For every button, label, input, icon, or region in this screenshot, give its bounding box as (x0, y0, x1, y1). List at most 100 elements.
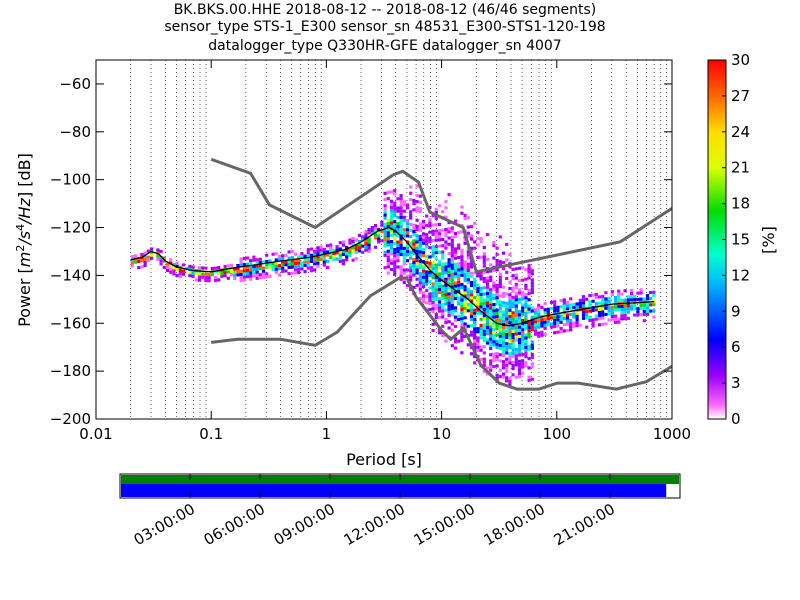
heatmap-cell (309, 247, 314, 251)
heatmap-cell (639, 288, 643, 292)
heatmap-cell (540, 318, 544, 322)
y-axis-label: Power [m2/s4/Hz] [dB] (14, 153, 34, 327)
heatmap-cell (492, 340, 496, 344)
heatmap-cell (207, 276, 211, 280)
heatmap-cell (482, 308, 486, 312)
heatmap-cell (585, 316, 589, 320)
heatmap-cell (159, 262, 163, 266)
heatmap-cell (492, 281, 496, 285)
heatmap-cell (546, 310, 550, 314)
heatmap-cell (197, 278, 202, 282)
heatmap-cell (485, 310, 490, 314)
heatmap-cell (575, 302, 579, 306)
heatmap-cell (437, 266, 442, 270)
heatmap-cell (428, 264, 432, 268)
heatmap-cell (316, 255, 320, 259)
heatmap-cell (453, 284, 458, 288)
heatmap-cell (434, 272, 438, 276)
heatmap-cell (469, 280, 474, 284)
heatmap-cell (434, 232, 438, 236)
heatmap-cell (530, 362, 534, 366)
heatmap-cell (524, 293, 528, 297)
heatmap-cell (530, 278, 534, 282)
heatmap-cell (383, 235, 387, 239)
heatmap-cell (482, 357, 486, 361)
heatmap-cell (498, 272, 502, 276)
heatmap-cell (521, 278, 525, 282)
heatmap-cell (533, 332, 538, 336)
heatmap-cell (229, 270, 234, 274)
heatmap-cell (505, 270, 509, 274)
heatmap-cell (441, 284, 445, 288)
heatmap-cell (479, 292, 483, 296)
heatmap-cell (431, 260, 435, 264)
heatmap-cell (284, 253, 288, 257)
heatmap-cell (473, 324, 477, 328)
heatmap-cell (444, 262, 448, 266)
heatmap-cell (498, 312, 502, 316)
heatmap-cell (370, 229, 374, 233)
heatmap-cell (498, 343, 502, 347)
heatmap-cell (517, 328, 522, 332)
heatmap-cell (572, 306, 576, 310)
heatmap-cell (306, 248, 310, 252)
heatmap-cell (508, 252, 512, 256)
heatmap-cell (293, 262, 298, 266)
heatmap-cell (521, 365, 525, 369)
heatmap-cell (242, 272, 246, 276)
heatmap-cell (485, 233, 490, 237)
heatmap-cell (293, 271, 298, 275)
heatmap-cell (501, 329, 506, 333)
heatmap-cell (453, 231, 458, 235)
heatmap-cell (527, 273, 531, 277)
heatmap-cell (463, 306, 467, 310)
heatmap-cell (361, 244, 365, 248)
heatmap-cell (521, 362, 525, 366)
heatmap-cell (351, 243, 355, 247)
heatmap-cell (517, 338, 522, 342)
heatmap-cell (642, 309, 646, 313)
heatmap-cell (492, 309, 496, 313)
heatmap-cell (393, 220, 397, 224)
heatmap-cell (383, 191, 387, 195)
heatmap-cell (274, 270, 278, 274)
heatmap-cell (341, 262, 346, 266)
heatmap-cell (489, 359, 493, 363)
heatmap-cell (130, 264, 134, 268)
heatmap-cell (421, 254, 426, 258)
heatmap-cell (588, 318, 592, 322)
heatmap-cell (434, 282, 438, 286)
heatmap-cell (405, 268, 410, 272)
heatmap-cell (409, 272, 413, 276)
heatmap-cell (383, 225, 387, 229)
heatmap-cell (511, 277, 515, 281)
heatmap-cell (453, 235, 458, 239)
heatmap-cell (501, 366, 506, 370)
heatmap-cell (543, 323, 547, 327)
heatmap-cell (357, 249, 362, 253)
heatmap-cell (450, 238, 454, 242)
heatmap-cell (511, 329, 515, 333)
heatmap-cell (604, 306, 608, 310)
heatmap-cell (402, 218, 406, 222)
heatmap-cell (223, 264, 227, 268)
heatmap-cell (524, 283, 528, 287)
heatmap-cell (549, 316, 554, 320)
heatmap-cell (620, 314, 624, 318)
heatmap-cell (389, 218, 394, 222)
heatmap-cell (514, 310, 518, 314)
heatmap-cell (476, 274, 480, 278)
heatmap-cell (508, 376, 512, 380)
heatmap-cell (527, 326, 531, 330)
heatmap-cell (620, 304, 624, 308)
heatmap-cell (373, 224, 378, 228)
heatmap-cell (610, 290, 614, 294)
heatmap-cell (479, 345, 483, 349)
heatmap-cell (463, 325, 467, 329)
heatmap-cell (476, 255, 480, 259)
heatmap-cell (434, 279, 438, 283)
heatmap-cell (501, 341, 506, 345)
heatmap-cell (453, 306, 458, 310)
heatmap-cell (210, 267, 214, 271)
heatmap-cell (575, 317, 579, 321)
